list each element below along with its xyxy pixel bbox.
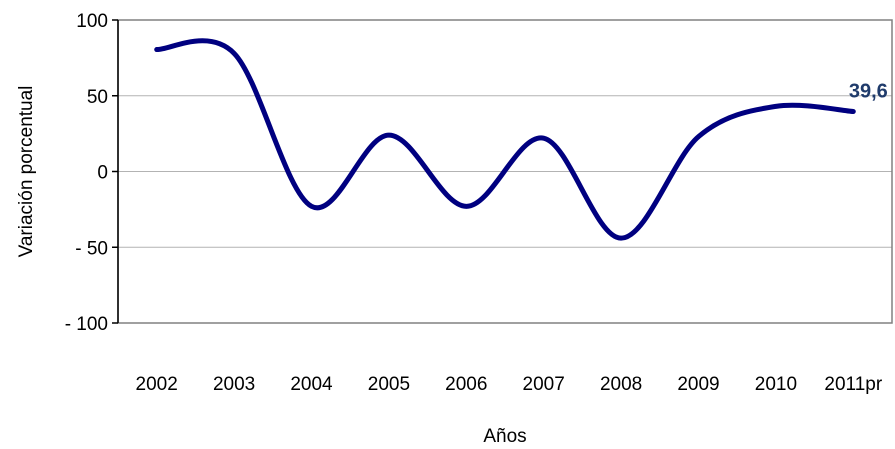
x-tick-label: 2005 — [368, 374, 410, 395]
y-tick-label: 50 — [87, 87, 108, 108]
x-tick-label: 2003 — [213, 374, 255, 395]
series-line — [154, 38, 856, 241]
last-value-label: 39,6 — [849, 81, 888, 103]
x-tick-label: 2011pr — [824, 374, 882, 395]
y-tick-label: - 50 — [75, 238, 108, 259]
y-axis-title: Variación porcentual — [16, 86, 37, 258]
y-tick-label: 100 — [76, 11, 108, 32]
x-tick-label: 2006 — [445, 374, 487, 395]
x-tick-label: 2002 — [136, 374, 178, 395]
x-tick-label: 2010 — [755, 374, 797, 395]
x-tick-label: 2004 — [290, 374, 333, 395]
y-tick-label: 0 — [97, 163, 108, 184]
x-tick-label: 2007 — [523, 374, 565, 395]
x-axis-title: Años — [483, 426, 526, 447]
y-tick-label: - 100 — [65, 314, 108, 335]
x-axis-ticks: 2002 2003 2004 2005 2006 2007 2008 2009 2010 2011… — [136, 374, 883, 395]
x-tick-label: 2009 — [677, 374, 719, 395]
x-tick-label: 2008 — [600, 374, 642, 395]
y-axis-ticks: 100 50 0 - 50 - 100 — [65, 11, 118, 335]
